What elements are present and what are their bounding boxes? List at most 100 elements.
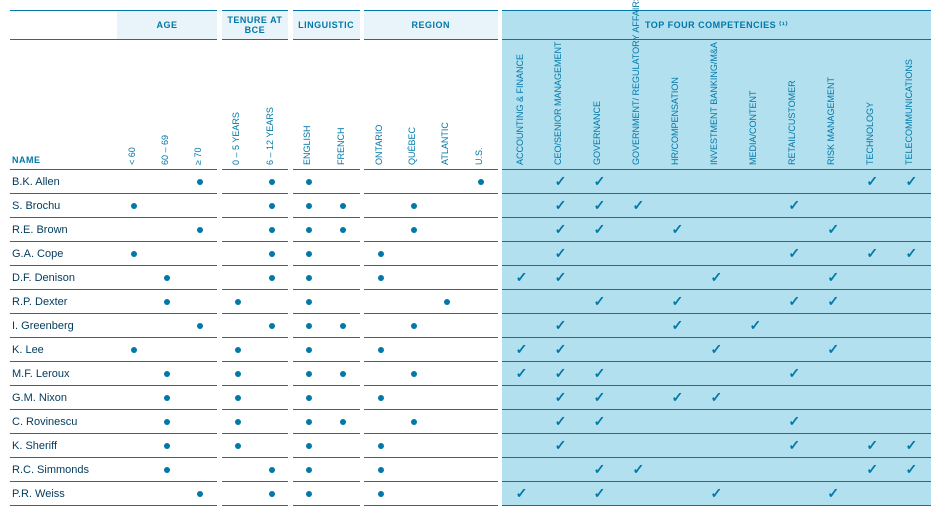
attr-cell	[431, 242, 464, 266]
attr-cell	[184, 338, 217, 362]
col-age-under60: < 60	[117, 40, 150, 170]
attr-cell	[431, 362, 464, 386]
attr-cell	[293, 314, 326, 338]
group-age: AGE	[117, 11, 217, 40]
attr-cell	[222, 362, 255, 386]
comp-cell	[853, 194, 892, 218]
attr-cell	[397, 338, 430, 362]
attr-cell	[326, 386, 359, 410]
attr-cell	[255, 458, 288, 482]
table-row: R.E. Brown ✓ ✓ ✓ ✓	[10, 218, 931, 242]
dot-icon	[378, 251, 384, 257]
check-icon: ✓	[827, 293, 839, 309]
attr-cell	[397, 170, 430, 194]
comp-cell	[736, 362, 775, 386]
comp-cell	[619, 242, 658, 266]
name-cell: R.P. Dexter	[10, 290, 117, 314]
comp-cell	[697, 194, 736, 218]
attr-cell	[184, 266, 217, 290]
comp-cell	[892, 338, 931, 362]
comp-cell	[775, 458, 814, 482]
comp-cell	[775, 482, 814, 506]
group-name-blank	[10, 11, 117, 40]
attr-cell	[431, 290, 464, 314]
name-cell: G.A. Cope	[10, 242, 117, 266]
col-tenure-6-12: 6 – 12 YEARS	[255, 40, 288, 170]
comp-cell	[580, 434, 619, 458]
check-icon: ✓	[594, 173, 606, 189]
attr-cell	[326, 410, 359, 434]
attr-cell	[222, 194, 255, 218]
comp-cell: ✓	[502, 266, 541, 290]
dot-icon	[306, 443, 312, 449]
comp-cell	[658, 242, 697, 266]
comp-cell: ✓	[892, 434, 931, 458]
table-row: M.F. Leroux✓✓✓✓	[10, 362, 931, 386]
attr-cell	[222, 482, 255, 506]
attr-cell	[431, 170, 464, 194]
name-cell: R.E. Brown	[10, 218, 117, 242]
attr-cell	[326, 194, 359, 218]
col-age-70plus: ≥ 70	[184, 40, 217, 170]
check-icon: ✓	[555, 221, 567, 237]
comp-cell	[619, 386, 658, 410]
attr-cell	[464, 194, 497, 218]
comp-cell: ✓	[658, 218, 697, 242]
col-technology: TECHNOLOGY	[853, 40, 892, 170]
check-icon: ✓	[516, 485, 528, 501]
name-cell: C. Rovinescu	[10, 410, 117, 434]
attr-cell	[326, 338, 359, 362]
attr-cell	[326, 290, 359, 314]
check-icon: ✓	[788, 437, 800, 453]
comp-cell	[853, 290, 892, 314]
attr-cell	[293, 338, 326, 362]
attr-cell	[222, 434, 255, 458]
attr-cell	[117, 434, 150, 458]
attr-cell	[326, 434, 359, 458]
comp-cell: ✓	[775, 362, 814, 386]
table-row: R.C. Simmonds✓✓✓✓	[10, 458, 931, 482]
dot-icon	[478, 179, 484, 185]
attr-cell	[364, 410, 397, 434]
attr-cell	[184, 386, 217, 410]
attr-cell	[364, 386, 397, 410]
comp-cell	[502, 218, 541, 242]
dot-icon	[378, 467, 384, 473]
check-icon: ✓	[555, 197, 567, 213]
dot-icon	[197, 323, 203, 329]
comp-cell	[580, 242, 619, 266]
comp-cell	[658, 482, 697, 506]
col-retail: RETAIL/CUSTOMER	[775, 40, 814, 170]
dot-icon	[306, 299, 312, 305]
comp-cell: ✓	[580, 170, 619, 194]
comp-cell	[853, 386, 892, 410]
check-icon: ✓	[827, 341, 839, 357]
comp-cell	[814, 314, 853, 338]
check-icon: ✓	[827, 221, 839, 237]
comp-cell	[775, 170, 814, 194]
name-cell: S. Brochu	[10, 194, 117, 218]
comp-cell	[697, 434, 736, 458]
attr-cell	[293, 434, 326, 458]
attr-cell	[150, 218, 183, 242]
check-icon: ✓	[710, 485, 722, 501]
dot-icon	[164, 419, 170, 425]
comp-cell: ✓	[697, 386, 736, 410]
comp-cell: ✓	[853, 434, 892, 458]
attr-cell	[293, 290, 326, 314]
comp-cell: ✓	[580, 218, 619, 242]
check-icon: ✓	[672, 389, 684, 405]
check-icon: ✓	[788, 197, 800, 213]
attr-cell	[150, 170, 183, 194]
table-row: D.F. Denison✓✓✓✓	[10, 266, 931, 290]
attr-cell	[222, 266, 255, 290]
comp-cell	[853, 362, 892, 386]
check-icon: ✓	[788, 413, 800, 429]
check-icon: ✓	[594, 413, 606, 429]
check-icon: ✓	[594, 365, 606, 381]
comp-cell	[658, 170, 697, 194]
comp-cell	[619, 434, 658, 458]
col-us: U.S.	[464, 40, 497, 170]
check-icon: ✓	[555, 341, 567, 357]
dot-icon	[197, 179, 203, 185]
